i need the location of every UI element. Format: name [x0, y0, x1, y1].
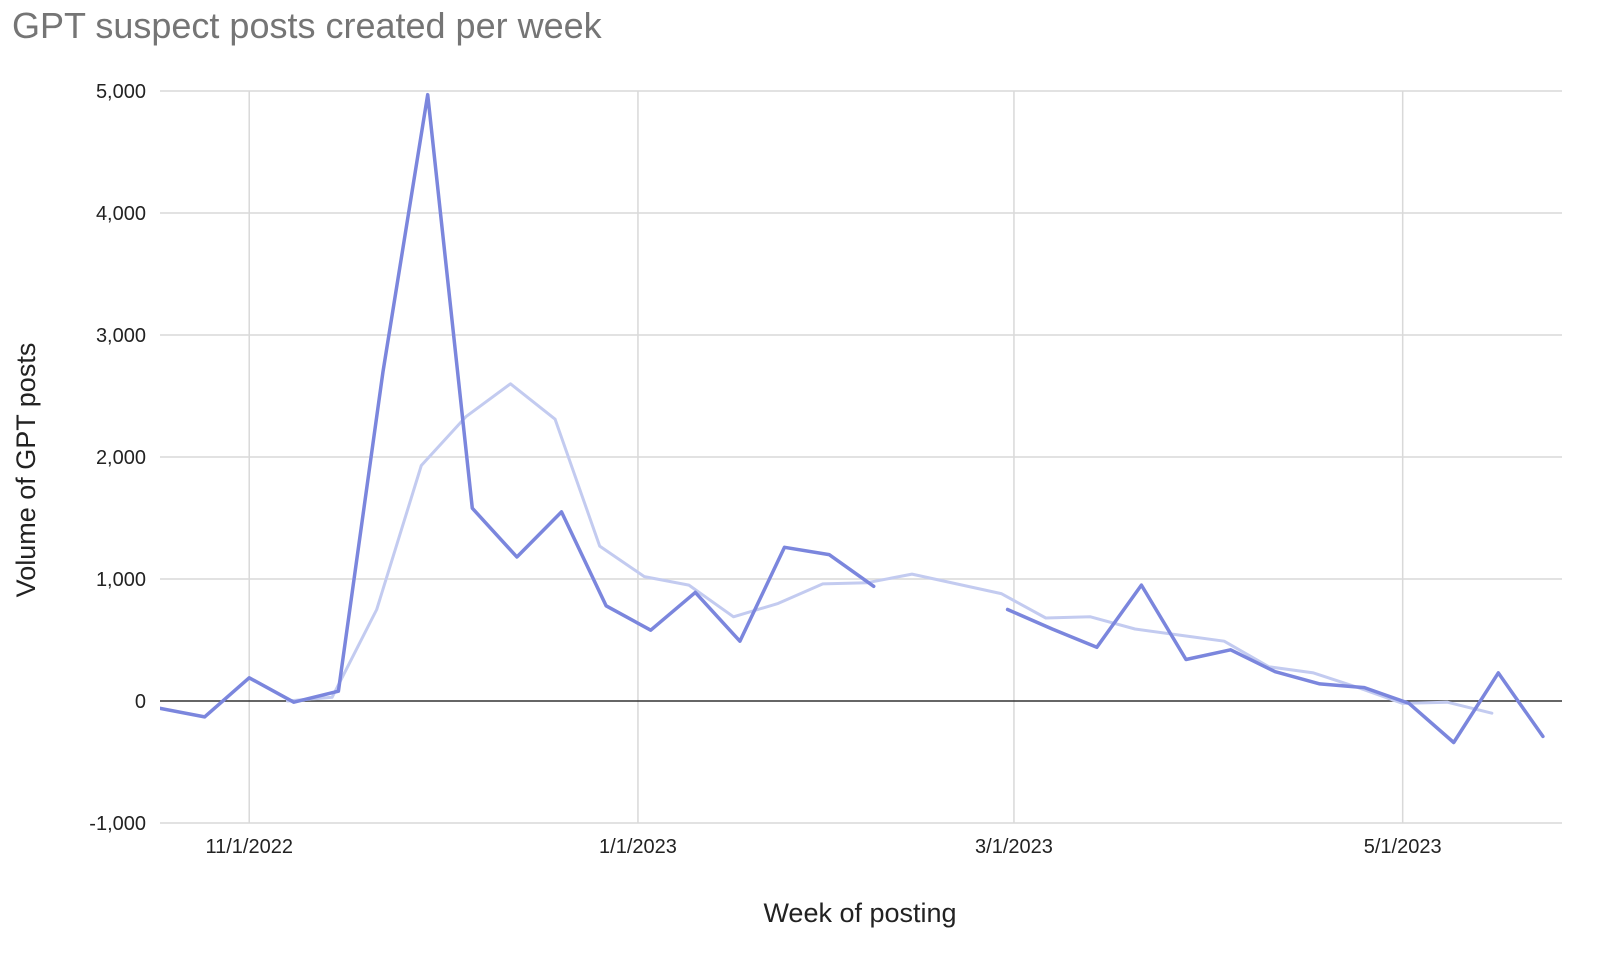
series-group	[160, 92, 1545, 745]
series-line-0	[286, 382, 1494, 715]
y-tick-label: 0	[135, 691, 146, 713]
x-axis-title: Week of posting	[763, 898, 956, 928]
series-line-1	[160, 92, 1545, 745]
y-tick-label: 3,000	[96, 325, 146, 347]
y-axis-title: Volume of GPT posts	[11, 343, 41, 598]
x-tick-labels: 11/1/2022 1/1/2023 3/1/2023 5/1/2023	[205, 836, 1441, 858]
x-tick-label: 5/1/2023	[1364, 836, 1442, 858]
x-tick-label: 1/1/2023	[599, 836, 677, 858]
y-tick-label: 4,000	[96, 203, 146, 225]
chart-title: GPT suspect posts created per week	[12, 5, 603, 46]
y-tick-label: -1,000	[89, 813, 146, 835]
x-tick-label: 3/1/2023	[975, 836, 1053, 858]
y-tick-label: 5,000	[96, 81, 146, 103]
y-tick-labels: -1,000 0 1,000 2,000 3,000 4,000 5,000	[89, 81, 146, 835]
x-tick-label: 11/1/2022	[205, 836, 293, 858]
y-tick-label: 1,000	[96, 569, 146, 591]
y-tick-label: 2,000	[96, 447, 146, 469]
